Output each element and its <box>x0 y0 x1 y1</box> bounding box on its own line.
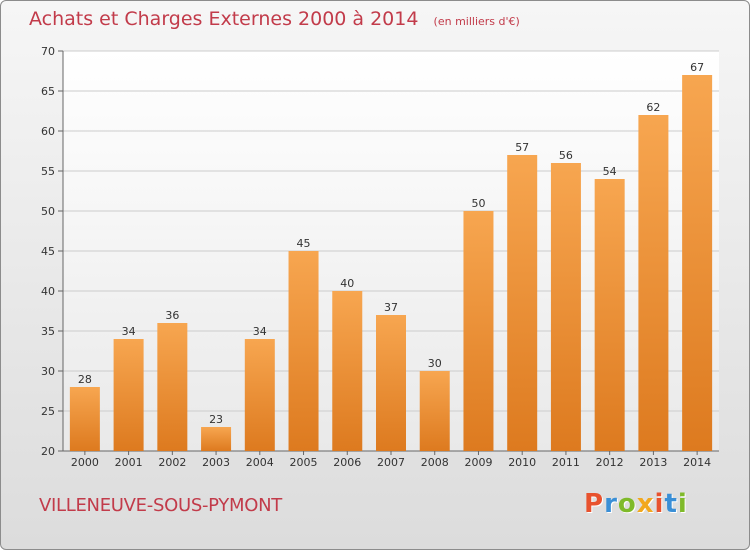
bar-value-label: 54 <box>603 165 617 178</box>
x-tick-label: 2011 <box>552 456 580 469</box>
bar <box>69 387 100 451</box>
x-tick-label: 2013 <box>639 456 667 469</box>
bar-value-label: 45 <box>297 237 311 250</box>
x-tick-label: 2014 <box>683 456 711 469</box>
x-tick-label: 2009 <box>464 456 492 469</box>
logo-letter: t <box>664 489 678 519</box>
bar-value-label: 36 <box>165 309 179 322</box>
bar-value-label: 40 <box>340 277 354 290</box>
bar-value-label: 37 <box>384 301 398 314</box>
logo-letter: o <box>617 489 637 519</box>
bar <box>463 211 494 451</box>
y-tick-label: 60 <box>41 125 55 138</box>
logo-letter: P <box>584 489 605 519</box>
bar <box>638 115 669 451</box>
bar <box>113 339 144 451</box>
bar <box>288 251 319 451</box>
bar <box>376 315 406 451</box>
x-tick-label: 2005 <box>290 456 318 469</box>
bar-value-label: 56 <box>559 149 573 162</box>
logo-letter: i <box>654 489 665 519</box>
y-tick-label: 30 <box>41 365 55 378</box>
bar <box>419 371 450 451</box>
bar-value-label: 67 <box>690 61 704 74</box>
bar-value-label: 28 <box>78 373 92 386</box>
x-tick-label: 2002 <box>158 456 186 469</box>
bar-value-label: 34 <box>253 325 267 338</box>
bar-value-label: 57 <box>515 141 529 154</box>
chart-title-row: Achats et Charges Externes 2000 à 2014 (… <box>29 8 520 30</box>
chart-subtitle: (en milliers d'€) <box>433 15 520 28</box>
x-tick-label: 2010 <box>508 456 536 469</box>
bar-value-label: 50 <box>471 197 485 210</box>
proxiti-logo: Proxiti <box>584 489 688 519</box>
x-tick-label: 2007 <box>377 456 405 469</box>
bar <box>682 75 713 451</box>
y-tick-label: 70 <box>41 45 55 58</box>
y-tick-label: 55 <box>41 165 55 178</box>
chart-title: Achats et Charges Externes 2000 à 2014 <box>29 8 419 30</box>
y-tick-label: 25 <box>41 405 55 418</box>
place-name: VILLENEUVE-SOUS-PYMONT <box>39 495 282 516</box>
y-tick-label: 65 <box>41 85 55 98</box>
bar <box>332 291 363 451</box>
y-tick-label: 45 <box>41 245 55 258</box>
y-tick-label: 35 <box>41 325 55 338</box>
y-tick-label: 20 <box>41 445 55 458</box>
bar-value-label: 62 <box>646 101 660 114</box>
bar-value-label: 30 <box>428 357 442 370</box>
x-tick-label: 2012 <box>596 456 624 469</box>
bar <box>201 427 232 451</box>
y-tick-label: 40 <box>41 285 55 298</box>
x-tick-label: 2001 <box>115 456 143 469</box>
x-tick-label: 2004 <box>246 456 274 469</box>
bar-value-label: 34 <box>122 325 136 338</box>
bar <box>244 339 275 451</box>
x-tick-label: 2000 <box>71 456 99 469</box>
x-tick-label: 2008 <box>421 456 449 469</box>
logo-letter: r <box>604 489 618 519</box>
x-tick-label: 2006 <box>333 456 361 469</box>
bar <box>507 155 538 451</box>
bar <box>594 179 625 451</box>
bar <box>157 323 188 451</box>
bar <box>550 163 581 451</box>
logo-letter: x <box>636 489 655 519</box>
logo-letter: i <box>677 489 688 519</box>
x-tick-label: 2003 <box>202 456 230 469</box>
bar-value-label: 23 <box>209 413 223 426</box>
y-tick-label: 50 <box>41 205 55 218</box>
